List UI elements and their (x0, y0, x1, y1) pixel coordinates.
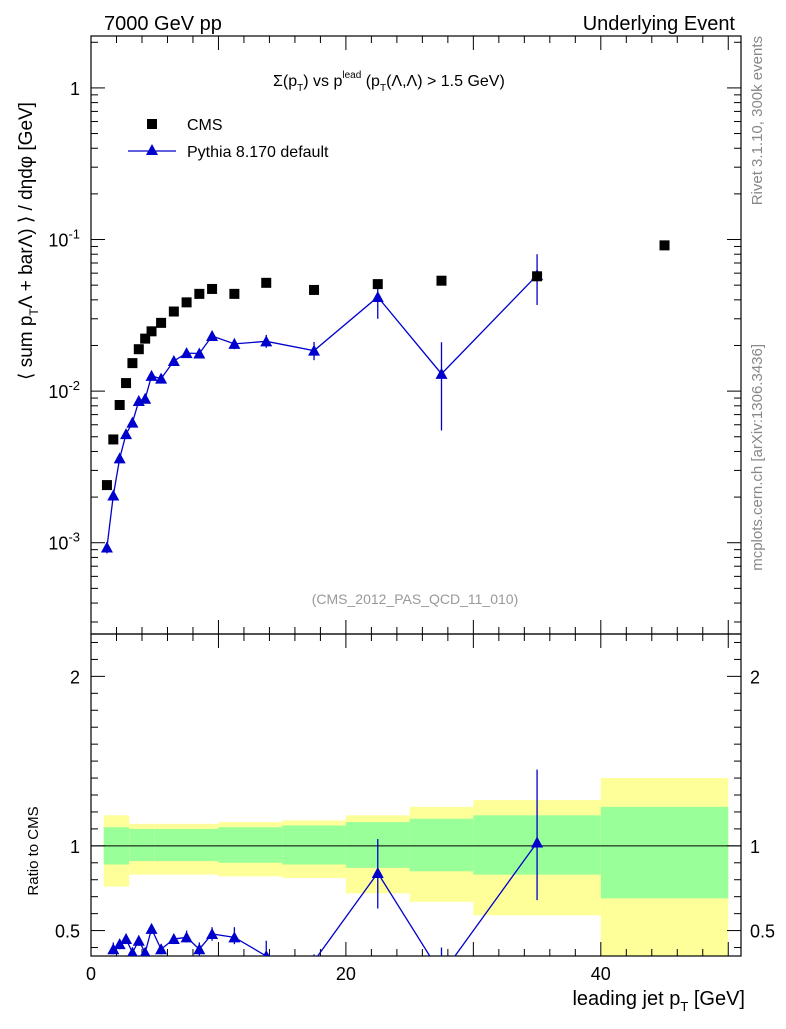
ratio-series (107, 769, 544, 980)
legend-mc-marker (146, 144, 158, 155)
ratio-point (107, 943, 120, 955)
cms-point (121, 378, 132, 389)
cms-point (372, 279, 383, 290)
mc-point (167, 355, 180, 367)
band-inner (129, 828, 155, 862)
mc-point (113, 452, 126, 464)
cms-point (108, 434, 119, 445)
ratio-point (193, 943, 206, 955)
y-tick-label-right: 0.5 (750, 922, 775, 942)
rivet-label: Rivet 3.1.10, 300k events (749, 36, 766, 205)
mc-point (107, 489, 120, 501)
mc-point (308, 344, 321, 356)
band-inner (600, 806, 729, 899)
x-tick-label: 20 (336, 964, 356, 984)
y-tick-label: 10-3 (48, 530, 80, 554)
y-tick-label: 2 (70, 667, 80, 687)
reference-label: (CMS_2012_PAS_QCD_11_010) (312, 591, 519, 607)
ratio-point (435, 969, 447, 980)
ratio-point (262, 950, 270, 956)
y-tick-label: 10-1 (48, 227, 80, 251)
cms-point (133, 344, 144, 355)
ratio-point (180, 931, 193, 943)
cms-point (181, 297, 192, 308)
mc-point (193, 347, 206, 359)
band-inner (218, 827, 283, 863)
cms-point (207, 283, 218, 294)
cms-point (659, 240, 670, 251)
ratio-point (132, 934, 145, 946)
ratio-point (206, 927, 219, 939)
mc-point (145, 369, 158, 381)
ratio-ylabel: Ratio to CMS (25, 806, 42, 895)
mc-point (228, 337, 241, 349)
ratio-point (155, 943, 168, 955)
mc-point (180, 347, 193, 359)
ratio-point (371, 866, 384, 878)
legend-cms-label: CMS (187, 117, 223, 134)
legend-mc-label: Pythia 8.170 default (187, 144, 329, 161)
legend-cms-marker (147, 119, 157, 129)
cms-point (127, 358, 138, 369)
x-tick-label: 40 (591, 964, 611, 984)
cms-point (261, 277, 272, 288)
ratio-point (120, 933, 133, 945)
mc-point (206, 329, 219, 341)
cms-point (194, 288, 205, 299)
y-tick-label: 1 (70, 837, 80, 857)
cms-point (156, 317, 167, 328)
legend: CMS Pythia 8.170 default (128, 117, 329, 161)
cms-point (101, 480, 112, 491)
ratio-panel: 0 20 40 0.5 0.5 1 1 2 2 (55, 633, 775, 984)
cms-point (146, 326, 157, 337)
ratio-point (313, 955, 315, 956)
band-inner (154, 828, 219, 862)
mc-point (435, 367, 448, 379)
mc-point (120, 428, 133, 440)
cms-point (532, 271, 543, 282)
mc-point (260, 335, 273, 347)
mc-point (139, 392, 152, 404)
y-tick-label-right: 2 (750, 667, 760, 687)
main-ylabel: ⟨ sum pTΛ + barΛ) ⟩ / dηdφ [GeV] (16, 102, 41, 380)
header-right: Underlying Event (583, 13, 736, 35)
band-inner (282, 825, 346, 865)
ratio-point (140, 946, 151, 956)
ratio-point (228, 931, 241, 943)
header-left: 7000 GeV pp (104, 13, 222, 35)
y-tick-label: 1 (70, 79, 80, 99)
cms-point (168, 306, 179, 317)
ratio-point (145, 922, 158, 934)
band-inner (409, 818, 474, 872)
x-tick-label: 0 (86, 964, 96, 984)
ratio-xlabel: leading jet pT [GeV] (572, 988, 745, 1014)
mc-point (100, 541, 113, 553)
y-tick-label: 0.5 (55, 922, 80, 942)
ratio-point (531, 836, 544, 848)
mc-point (126, 416, 139, 428)
cms-point (229, 288, 240, 299)
y-tick-label: 10-2 (48, 378, 80, 402)
ratio-point (127, 946, 138, 956)
cms-point (309, 284, 320, 295)
ratio-point (167, 933, 180, 945)
mcplots-label: mcplots.cern.ch [arXiv:1306.3436] (749, 344, 766, 571)
mc-point (155, 372, 168, 384)
cms-point (140, 333, 151, 344)
mc-point (371, 290, 384, 302)
y-tick-label-right: 1 (750, 837, 760, 857)
main-title: Σ(pT) vs plead (pT(Λ,Λ) > 1.5 GeV) (273, 70, 505, 94)
cms-point (114, 399, 125, 410)
cms-point (436, 275, 447, 286)
ratio-point (113, 938, 126, 950)
